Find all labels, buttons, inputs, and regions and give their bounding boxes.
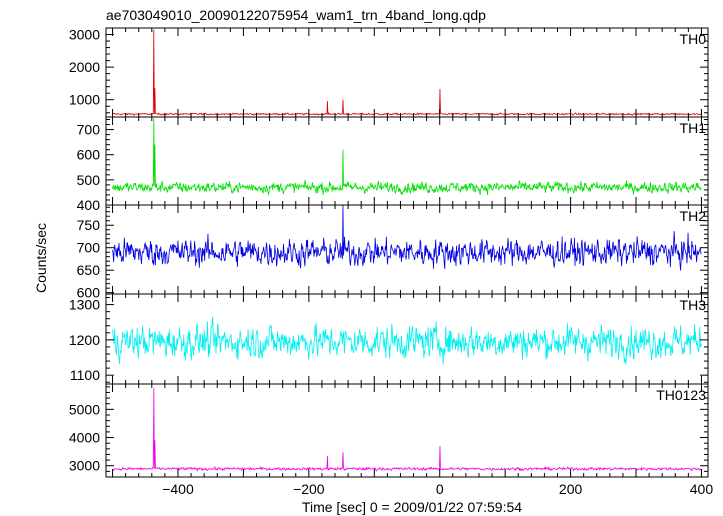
y-tick-label: 600 bbox=[77, 285, 101, 301]
y-tick-label: 650 bbox=[77, 262, 101, 278]
panel-frame bbox=[105, 27, 709, 118]
panel-label: TH1 bbox=[680, 120, 707, 136]
y-tick-label: 1100 bbox=[70, 367, 100, 383]
panel-group: 1000 2000 3000 TH0 400 500 600 700 TH1 600 650 700 7… bbox=[69, 27, 709, 478]
panel-th0: 1000 2000 3000 TH0 bbox=[69, 27, 709, 118]
y-tick-label: 3000 bbox=[69, 27, 100, 43]
series-line-th3 bbox=[112, 316, 702, 365]
panel-frame bbox=[105, 383, 709, 478]
panel-label: TH2 bbox=[680, 208, 707, 224]
x-tick-label: −400 bbox=[162, 481, 194, 497]
y-tick-label: 5000 bbox=[69, 401, 100, 417]
y-tick-label: 750 bbox=[77, 217, 101, 233]
series-line-th0123 bbox=[112, 388, 702, 472]
panel-label: TH3 bbox=[680, 297, 707, 313]
x-axis-label: Time [sec] 0 = 2009/01/22 07:59:54 bbox=[302, 499, 522, 515]
y-tick-label: 4000 bbox=[69, 430, 100, 446]
y-axis-label: Counts/sec bbox=[33, 223, 49, 293]
x-tick-label: 200 bbox=[559, 481, 583, 497]
y-tick-label: 700 bbox=[77, 240, 101, 256]
panel-th0123: 3000 4000 5000 TH0123 bbox=[69, 383, 709, 478]
y-tick-label: 2000 bbox=[69, 59, 100, 75]
x-tick-label: −200 bbox=[293, 481, 325, 497]
series-line-th2 bbox=[112, 205, 702, 271]
x-axis: −400 −200 0 200 400 bbox=[162, 481, 713, 497]
panel-th3: 1100 1200 1300 TH3 bbox=[69, 293, 709, 385]
y-tick-label: 3000 bbox=[69, 458, 100, 474]
y-tick-label: 1000 bbox=[69, 92, 100, 108]
chart-title: ae703049010_20090122075954_wam1_trn_4ban… bbox=[106, 7, 486, 23]
y-tick-label: 400 bbox=[77, 197, 101, 213]
panel-label: TH0123 bbox=[656, 387, 706, 403]
y-tick-label: 1300 bbox=[69, 297, 100, 313]
panel-th1: 400 500 600 700 TH1 bbox=[77, 116, 709, 213]
y-tick-label: 1200 bbox=[69, 332, 100, 348]
panel-th2: 600 650 700 750 TH2 bbox=[77, 204, 709, 301]
series-line-th1 bbox=[112, 118, 702, 196]
x-tick-label: 400 bbox=[690, 481, 714, 497]
y-tick-label: 700 bbox=[77, 122, 101, 138]
y-tick-label: 500 bbox=[77, 172, 101, 188]
series-line-th0 bbox=[112, 29, 702, 117]
y-tick-label: 600 bbox=[77, 147, 101, 163]
panel-label: TH0 bbox=[680, 31, 707, 47]
x-tick-label: 0 bbox=[436, 481, 444, 497]
